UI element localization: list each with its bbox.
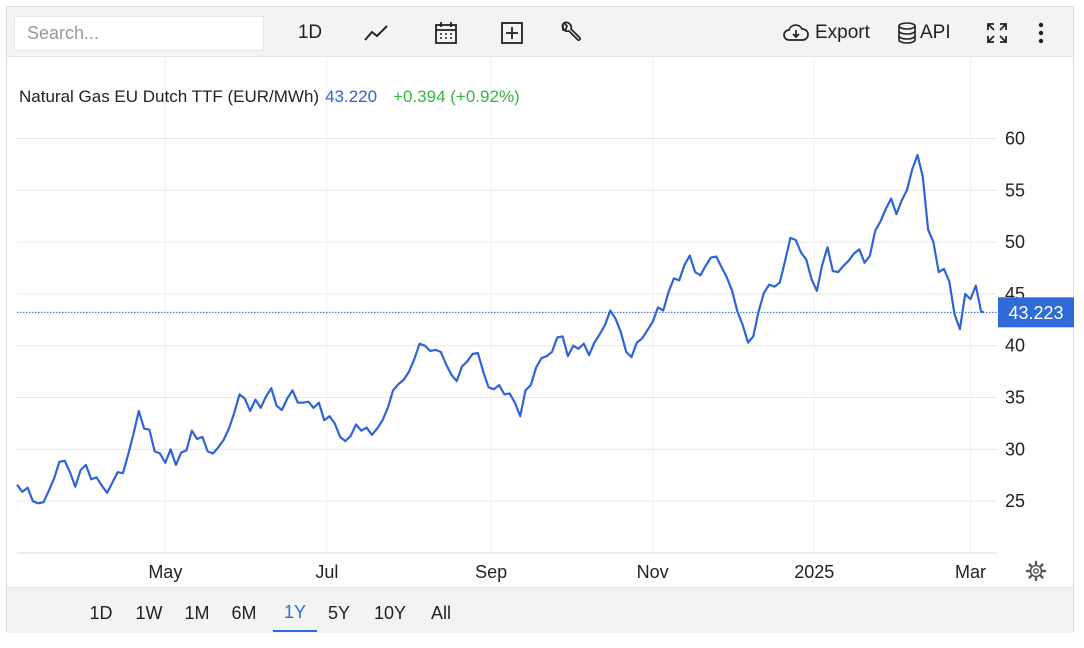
y-tick-label: 30 bbox=[1005, 439, 1025, 459]
range-button-10y[interactable]: 10Y bbox=[373, 602, 407, 623]
database-icon bbox=[897, 22, 917, 44]
price-series-line bbox=[16, 153, 985, 505]
y-tick-label: 60 bbox=[1005, 128, 1025, 148]
current-price-badge bbox=[998, 297, 1074, 328]
current-price-label: 43.223 bbox=[1008, 303, 1063, 323]
range-button-1y[interactable]: 1Y bbox=[273, 594, 317, 632]
x-tick-label: Mar bbox=[955, 562, 986, 582]
cloud-download-icon bbox=[782, 22, 810, 44]
wrench-icon[interactable] bbox=[555, 18, 585, 48]
export-label: Export bbox=[815, 22, 870, 43]
y-tick-label: 35 bbox=[1005, 388, 1025, 408]
chart-widget: 1D Export API bbox=[6, 6, 1075, 633]
y-tick-label: 40 bbox=[1005, 336, 1025, 356]
chart-area[interactable]: 25 30 35 40 45 50 55 60 May Jul Sep Nov 2025 Mar Nat… bbox=[7, 57, 1075, 587]
x-tick-label: May bbox=[148, 562, 182, 582]
toolbar: 1D Export API bbox=[7, 7, 1073, 57]
range-button-1w[interactable]: 1W bbox=[135, 602, 163, 623]
chart-title: Natural Gas EU Dutch TTF (EUR/MWh) bbox=[19, 87, 319, 106]
calendar-icon[interactable] bbox=[431, 18, 461, 48]
fullscreen-icon[interactable] bbox=[982, 18, 1012, 48]
range-button-1d[interactable]: 1D bbox=[89, 602, 113, 623]
interval-button[interactable]: 1D bbox=[297, 22, 323, 43]
x-tick-label: Sep bbox=[475, 562, 507, 582]
search-input[interactable] bbox=[14, 16, 264, 51]
api-label: API bbox=[920, 22, 951, 43]
range-button-6m[interactable]: 6M bbox=[231, 602, 257, 623]
y-tick-label: 50 bbox=[1005, 232, 1025, 252]
x-tick-label: 2025 bbox=[794, 562, 834, 582]
gear-icon[interactable] bbox=[1025, 560, 1047, 582]
y-tick-label: 25 bbox=[1005, 491, 1025, 511]
plus-box-icon[interactable] bbox=[497, 18, 527, 48]
export-button[interactable]: Export bbox=[782, 18, 874, 48]
range-selector: 1D 1W 1M 6M 1Y 5Y 10Y All bbox=[7, 587, 1073, 633]
range-button-5y[interactable]: 5Y bbox=[327, 602, 351, 623]
more-vertical-icon[interactable] bbox=[1029, 18, 1053, 48]
x-tick-label: Jul bbox=[315, 562, 338, 582]
y-tick-label: 55 bbox=[1005, 180, 1025, 200]
api-button[interactable]: API bbox=[897, 18, 955, 48]
range-button-all[interactable]: All bbox=[430, 602, 451, 623]
x-tick-label: Nov bbox=[637, 562, 669, 582]
range-button-1m[interactable]: 1M bbox=[184, 602, 210, 623]
change-value: +0.394 (+0.92%) bbox=[393, 87, 520, 106]
last-value: 43.220 bbox=[325, 87, 377, 106]
line-chart-icon[interactable] bbox=[359, 18, 393, 48]
